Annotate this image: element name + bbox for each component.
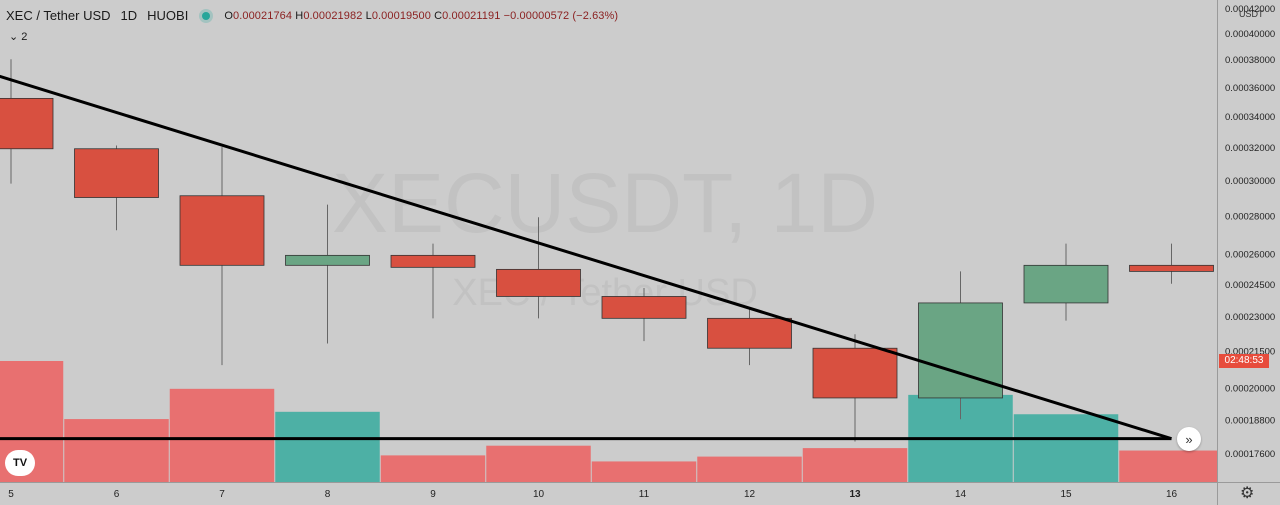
y-tick-label: 0.00021500	[1225, 347, 1275, 358]
y-tick-label: 0.00034000	[1225, 112, 1275, 123]
countdown-tag: 02:48:53	[1219, 353, 1269, 368]
y-tick-label: 0.00040000	[1225, 29, 1275, 40]
volume-bar	[802, 448, 908, 482]
y-tick-label: 0.00042000	[1225, 4, 1275, 15]
tradingview-logo[interactable]: TV	[5, 450, 35, 476]
candlestick[interactable]	[285, 254, 370, 266]
trendline[interactable]	[0, 47, 1172, 441]
timeframe-label[interactable]: 1D	[120, 8, 138, 23]
symbol-legend: XEC / Tether USD 1D HUOBI O0.00021764 H0…	[6, 8, 618, 23]
y-tick-label: 0.00023000	[1225, 312, 1275, 323]
volume-bar	[1119, 450, 1224, 482]
x-tick-label: 8	[325, 489, 331, 500]
volume-bar	[380, 455, 486, 482]
x-tick-label: 6	[114, 489, 120, 500]
open-label: O	[224, 9, 233, 22]
low-value: 0.00019500	[371, 9, 431, 22]
volume-bar	[1013, 414, 1119, 482]
x-tick-label: 9	[430, 489, 436, 500]
y-tick-label: 0.00017600	[1225, 449, 1275, 460]
low-label: L	[365, 9, 372, 22]
double-chevron-right-icon: »	[1185, 431, 1193, 447]
price-axis[interactable]	[1217, 0, 1280, 505]
y-tick-label: 0.00024500	[1225, 280, 1275, 291]
x-tick-label: 15	[1060, 489, 1072, 500]
volume-bar	[591, 461, 697, 482]
change-value: −0.00000572 (−2.63%)	[503, 9, 619, 22]
high-label: H	[295, 9, 304, 22]
watermark-symbol: XECUSDT, 1D	[332, 156, 878, 250]
y-tick-label: 0.00026000	[1225, 249, 1275, 260]
candlestick[interactable]	[601, 296, 687, 319]
y-tick-label: 0.00020000	[1225, 384, 1275, 395]
close-value: 0.00021191	[442, 9, 501, 22]
x-tick-label: 10	[533, 489, 545, 500]
price-scale-unit: USDT	[1239, 9, 1264, 19]
exchange-label: HUOBI	[147, 8, 189, 23]
volume-bar	[64, 419, 169, 482]
x-tick-label: 7	[219, 489, 225, 500]
y-tick-label: 0.00032000	[1225, 143, 1275, 154]
candlestick[interactable]	[496, 268, 581, 297]
symbol-name[interactable]: XEC / Tether USD	[6, 8, 111, 23]
gear-icon[interactable]: ⚙	[1240, 485, 1255, 502]
y-tick-label: 0.00036000	[1225, 83, 1275, 94]
volume-bar	[169, 388, 275, 482]
candlestick[interactable]	[707, 317, 792, 349]
x-tick-label: 11	[639, 489, 650, 500]
x-tick-label: 16	[1166, 489, 1178, 500]
x-tick-label: 14	[955, 489, 967, 500]
volume-bar	[486, 445, 591, 482]
x-tick-label: 13	[849, 489, 861, 500]
candlestick[interactable]	[390, 254, 476, 268]
open-value: 0.00021764	[232, 9, 293, 22]
ohlc-values: O0.00021764 H0.00021982 L0.00019500 C0.0…	[224, 10, 618, 22]
close-label: C	[434, 9, 443, 22]
candlestick[interactable]	[1129, 264, 1214, 272]
candlestick[interactable]	[74, 148, 159, 198]
volume-bar	[697, 456, 802, 482]
candlestick[interactable]	[179, 195, 265, 266]
high-value: 0.00021982	[303, 9, 363, 22]
volume-bar	[275, 411, 380, 482]
market-status-icon	[202, 11, 211, 20]
indicator-toggle[interactable]: ⌄ 2	[9, 31, 28, 43]
scroll-to-realtime-button[interactable]: »	[1177, 427, 1201, 451]
candlestick[interactable]	[0, 97, 54, 150]
y-tick-label: 0.00018800	[1225, 415, 1275, 426]
y-tick-label: 0.00028000	[1225, 211, 1275, 222]
y-tick-label: 0.00030000	[1225, 176, 1275, 187]
candlestick[interactable]	[812, 347, 898, 399]
x-tick-label: 5	[8, 489, 14, 500]
candlestick[interactable]	[918, 302, 1003, 399]
candlestick[interactable]	[1023, 264, 1109, 304]
x-tick-label: 12	[744, 489, 756, 500]
y-tick-label: 0.00038000	[1225, 55, 1275, 66]
